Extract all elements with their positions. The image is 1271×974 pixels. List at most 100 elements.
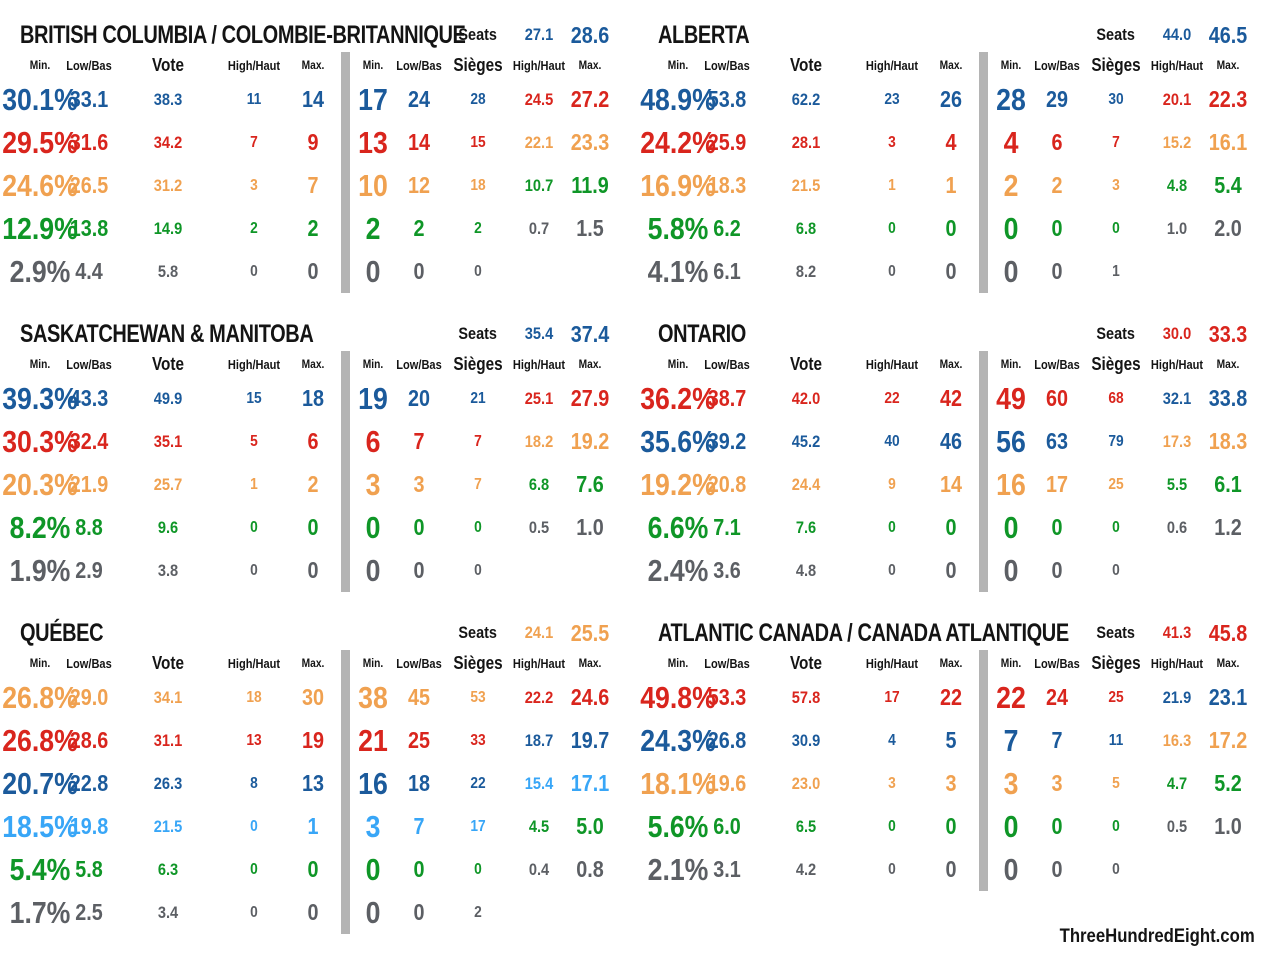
column-header-vote-min: Min. xyxy=(667,58,689,72)
seat-low-cell: 9 xyxy=(307,129,319,155)
seats-section-label: Seats xyxy=(1096,25,1136,44)
seat-max-cell: 3 xyxy=(1112,176,1120,194)
vote-value-cell: 30.3% xyxy=(2,423,78,459)
panel-title: BRITISH COLUMBIA / COLOMBIE-BRITANNIQUE xyxy=(20,20,466,49)
seat-max-cell: 0 xyxy=(474,561,482,579)
vote-low-cell: 33.3 xyxy=(1208,320,1248,347)
vote-min-cell: 4.8 xyxy=(1166,175,1188,195)
vote-max-cell: 6.8 xyxy=(795,218,817,238)
seat-max-cell: 5 xyxy=(1112,774,1120,792)
vote-high-cell: 29.0 xyxy=(69,684,109,710)
vote-min-cell: 16.3 xyxy=(1162,730,1192,750)
section-divider xyxy=(978,650,988,891)
vote-min-cell: 0.5 xyxy=(528,517,550,537)
vote-max-cell: 45.2 xyxy=(791,431,821,451)
seat-low-cell: 0 xyxy=(307,557,319,583)
seat-high-cell: 3 xyxy=(1051,770,1063,796)
vote-low-cell: 5.2 xyxy=(1214,770,1242,796)
vote-min-cell: 18.7 xyxy=(524,730,554,750)
vote-low-cell: 5.4 xyxy=(1214,172,1242,198)
column-header-vote-high: High/Haut xyxy=(227,655,281,671)
vote-max-cell: 9.6 xyxy=(157,517,179,537)
vote-max-cell: 34.1 xyxy=(153,687,183,707)
seat-high-cell: 7 xyxy=(413,428,425,454)
vote-max-cell: 49.9 xyxy=(153,388,183,408)
section-divider xyxy=(340,650,350,934)
vote-high-cell: 3.1 xyxy=(713,856,741,882)
column-header-seats-high: High/Haut xyxy=(512,356,566,372)
seat-max-cell: 25 xyxy=(1108,475,1124,493)
seat-min-cell: 0 xyxy=(888,860,896,878)
vote-value-cell: 5.4% xyxy=(9,851,71,887)
vote-value-cell: 29.5% xyxy=(2,124,78,160)
vote-high-cell: 26.5 xyxy=(69,172,109,198)
seat-max-cell: 1 xyxy=(1112,262,1120,280)
vote-high-cell: 21.9 xyxy=(69,471,109,497)
seat-max-cell: 11 xyxy=(1108,731,1124,749)
vote-max-cell: 62.2 xyxy=(791,89,821,109)
seat-low-cell: 0 xyxy=(307,514,319,540)
column-header-seats-max: Max. xyxy=(1216,656,1240,670)
seat-low-cell: 2 xyxy=(307,215,319,241)
column-header-vote-max: Max. xyxy=(939,58,963,72)
seat-high-cell: 63 xyxy=(1045,428,1069,454)
vote-high-cell: 6.2 xyxy=(713,215,741,241)
seat-value-cell: 0 xyxy=(1003,552,1019,588)
vote-max-cell: 23.0 xyxy=(791,773,821,793)
seat-max-cell: 0 xyxy=(474,518,482,536)
seat-value-cell: 2 xyxy=(365,210,381,246)
seat-low-cell: 0 xyxy=(307,856,319,882)
seat-min-cell: 0 xyxy=(250,903,258,921)
seat-min-cell: 23 xyxy=(884,90,900,108)
seats-section-label: Seats xyxy=(1096,623,1136,642)
seat-value-cell: 38 xyxy=(358,679,388,715)
vote-high-cell: 3.6 xyxy=(713,557,741,583)
column-header-vote-low: Low/Bas xyxy=(66,57,112,73)
vote-low-cell: 11.9 xyxy=(571,172,609,198)
vote-low-cell: 0.8 xyxy=(576,856,604,882)
seat-high-cell: 3 xyxy=(413,471,425,497)
panel-title: ONTARIO xyxy=(658,319,746,348)
column-header-vote: Vote xyxy=(789,54,823,75)
seat-high-cell: 0 xyxy=(413,856,425,882)
vote-min-cell: 0.7 xyxy=(528,218,550,238)
column-header-seats-high: High/Haut xyxy=(1150,57,1204,73)
column-header-seats-high: High/Haut xyxy=(1150,356,1204,372)
vote-min-cell: 35.4 xyxy=(524,324,554,343)
vote-high-cell: 8.8 xyxy=(75,514,103,540)
vote-min-cell: 24.1 xyxy=(524,623,554,642)
vote-max-cell: 25.7 xyxy=(153,474,183,494)
column-header-seats-min: Min. xyxy=(1000,357,1022,371)
seat-max-cell: 25 xyxy=(1108,688,1124,706)
column-header-seats-min: Min. xyxy=(362,58,384,72)
column-header-sieges: Sièges xyxy=(453,652,503,673)
seat-min-cell: 1 xyxy=(888,176,896,194)
seat-high-cell: 45 xyxy=(407,684,431,710)
column-header-sieges: Sièges xyxy=(453,353,503,374)
seat-max-cell: 2 xyxy=(474,219,482,237)
vote-max-cell: 5.8 xyxy=(157,261,179,281)
vote-max-cell: 21.5 xyxy=(153,816,183,836)
column-header-seats-min: Min. xyxy=(1000,58,1022,72)
vote-high-cell: 4.4 xyxy=(75,258,103,284)
column-header-vote-min: Min. xyxy=(667,357,689,371)
seat-min-cell: 3 xyxy=(888,133,896,151)
vote-min-cell: 24.5 xyxy=(524,89,554,109)
column-header-vote: Vote xyxy=(151,54,185,75)
seat-value-cell: 7 xyxy=(1003,722,1019,758)
section-divider xyxy=(978,351,988,592)
seat-high-cell: 0 xyxy=(413,258,425,284)
column-header-vote-low: Low/Bas xyxy=(66,655,112,671)
seat-high-cell: 6 xyxy=(1051,129,1063,155)
column-header-vote-high: High/Haut xyxy=(865,356,919,372)
vote-min-cell: 21.9 xyxy=(1162,687,1192,707)
vote-low-cell: 17.2 xyxy=(1208,727,1248,753)
column-header-vote-max: Max. xyxy=(939,357,963,371)
seat-value-cell: 3 xyxy=(365,808,381,844)
seat-low-cell: 0 xyxy=(307,899,319,925)
vote-max-cell: 26.3 xyxy=(153,773,183,793)
vote-value-cell: 20.7% xyxy=(2,765,78,801)
vote-value-cell: 36.2% xyxy=(640,380,716,416)
vote-min-cell: 5.5 xyxy=(1166,474,1188,494)
seat-min-cell: 8 xyxy=(250,774,258,792)
